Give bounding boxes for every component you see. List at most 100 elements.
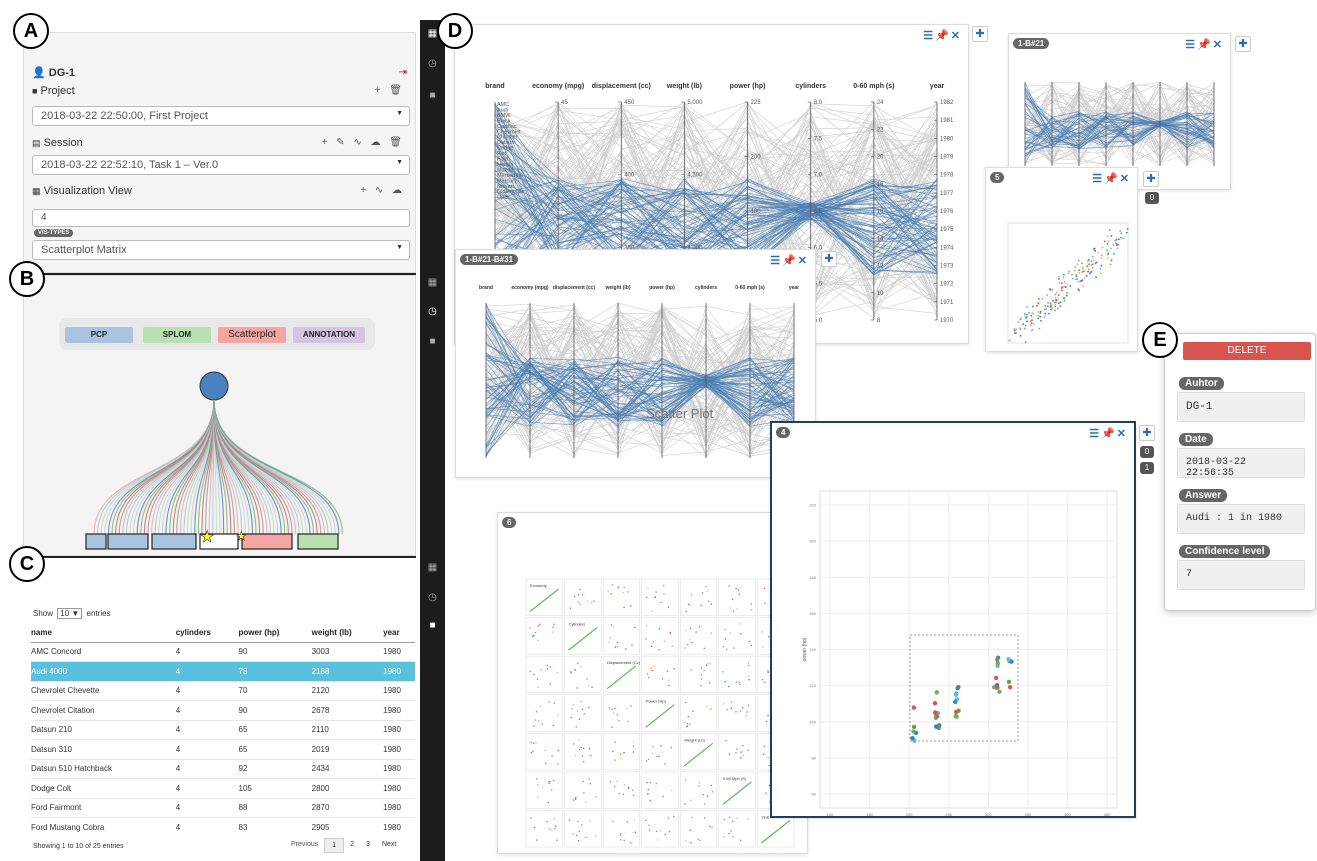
session-select[interactable]: 2018-03-22 22:52:10, Task 1 – Ver.0 ▼ [32, 155, 410, 175]
column-header[interactable]: cylinders [175, 624, 239, 643]
table-row[interactable]: Dodge Colt 4 105 2800 1980 [31, 778, 415, 798]
column-header[interactable]: name [31, 624, 176, 643]
data-point [1099, 272, 1102, 275]
clock-icon[interactable]: ◷ [428, 306, 437, 317]
page-1[interactable]: 1 [324, 838, 345, 853]
answer-field[interactable]: Audi : 1 in 1980 [1177, 504, 1305, 534]
dashboard-icon[interactable]: ▦ [427, 562, 438, 573]
view-pcp-branch[interactable]: 1-B#21-B#31 ☰📌✕ brand economy (mpg) displa… [455, 249, 816, 478]
table-row[interactable]: Datsun 310 4 65 2019 1980 [31, 739, 415, 759]
data-point [1043, 308, 1046, 311]
tick-label: Opel [497, 195, 509, 201]
add-view-button[interactable]: ✚ [1139, 425, 1155, 441]
data-point [1091, 263, 1094, 266]
add-view-button[interactable]: ✚ [821, 251, 837, 267]
page-next[interactable]: Next [381, 841, 397, 848]
view-scatter-4[interactable]: 4 ☰📌✕ 100 150 200 250 300 350 400 450 220 200 180 1… [770, 421, 1136, 818]
badge-b: B [9, 261, 45, 297]
data-point [542, 786, 544, 788]
project-select[interactable]: 2018-03-22 22:50:00, First Project ▼ [32, 106, 410, 126]
folder-icon[interactable]: ■ [429, 620, 436, 631]
comment-count[interactable]: 1 [1140, 462, 1154, 474]
data-point [690, 594, 693, 596]
data-point [765, 792, 767, 794]
data-point [1068, 270, 1071, 273]
view-tools[interactable]: ☰📌✕ [923, 30, 962, 42]
confidence-field[interactable]: 7 [1177, 560, 1305, 590]
vis-input[interactable]: 4 [32, 209, 410, 227]
table-row[interactable]: Chevrolet Chevette 4 70 2120 1980 [31, 680, 415, 701]
data-point [1087, 268, 1090, 271]
delete-button[interactable]: DELETE [1183, 342, 1311, 360]
table-row[interactable]: Audi 4000 4 78 2188 1980 [31, 661, 415, 681]
table-row[interactable]: Ford Fairmont 4 88 2870 1980 [31, 797, 415, 818]
vis-type-select[interactable]: Scatterplot Matrix ▼ [32, 240, 410, 260]
data-point [704, 803, 706, 805]
table-row[interactable]: Datsun 510 Hatchback 4 92 2434 1980 [31, 758, 415, 779]
scatter-chart-small[interactable] [986, 168, 1139, 353]
add-view-button[interactable]: ✚ [1143, 171, 1159, 187]
splom-chart[interactable]: Economy Cylinders Displacement (Cc) Power (… [498, 513, 809, 855]
table-row[interactable]: AMC Concord 4 90 3003 1980 [31, 641, 415, 662]
add-view-button[interactable]: ✚ [972, 26, 988, 42]
comment-count[interactable]: 0 [1145, 192, 1159, 204]
data-point [690, 799, 692, 801]
data-point [1095, 276, 1098, 279]
pcp-line-selected [494, 177, 938, 245]
data-point [583, 713, 585, 715]
view-tools[interactable]: ☰📌✕ [1092, 173, 1131, 185]
legend-splom[interactable]: SPLOM [143, 327, 211, 343]
leaf-node [107, 533, 149, 550]
table-row[interactable]: Datsun 210 4 65 2110 1980 [31, 719, 415, 740]
project-actions[interactable]: + 🗑 [374, 85, 405, 96]
pcp-chart-branch[interactable]: brand economy (mpg) displacement (cc) weigh… [456, 250, 817, 479]
data-point [595, 796, 597, 798]
folder-icon[interactable]: ■ [429, 336, 436, 347]
vis-view-actions[interactable]: + ∿ ☁ [360, 185, 405, 196]
view-tools[interactable]: ☰📌✕ [1089, 428, 1128, 440]
page-2[interactable]: 2 [350, 841, 355, 848]
view-splom-6[interactable]: 6 Economy Cylinders Displacement (Cc) Power… [497, 512, 808, 854]
column-header[interactable]: year [383, 624, 415, 643]
dashboard-icon[interactable]: ▦ [427, 277, 438, 288]
data-point [533, 725, 535, 727]
column-header[interactable]: weight (lb) [311, 624, 384, 643]
entries-select[interactable]: 10 ▼ [57, 608, 83, 619]
legend-pcp[interactable]: PCP [65, 327, 133, 343]
data-point [767, 714, 769, 717]
page-prev[interactable]: Previous [291, 841, 319, 848]
table-cell: 90 [238, 641, 312, 662]
legend-annotation[interactable]: ANNOTATION [293, 327, 365, 343]
session-actions[interactable]: + ✎ ∿ ☁ 🗑 [321, 137, 405, 148]
view-scatter-5[interactable]: 5 ☰📌✕ [985, 167, 1138, 352]
data-point [706, 590, 709, 592]
table-row[interactable]: Ford Mustang Cobra 4 83 2905 1980 [31, 817, 415, 837]
clock-icon[interactable]: ◷ [428, 58, 437, 69]
vis-view-row: ▦ Visualization View [32, 185, 132, 197]
table-row[interactable]: Chevrolet Citation 4 90 2678 1980 [31, 700, 415, 720]
clock-icon[interactable]: ◷ [428, 592, 437, 603]
add-view-button[interactable]: ✚ [1235, 36, 1251, 52]
folder-icon[interactable]: ■ [429, 90, 436, 101]
pcp-chart-small[interactable] [1009, 34, 1232, 191]
view-pcp-small[interactable]: 1-B#21 ☰📌✕ [1008, 33, 1231, 190]
view-tools[interactable]: ☰📌✕ [1185, 39, 1224, 51]
data-point [652, 641, 654, 643]
data-point [645, 819, 647, 822]
legend-scatterplot[interactable]: Scatterplot [218, 327, 286, 343]
history-tree[interactable]: ★ ★ [24, 276, 417, 557]
data-point [616, 641, 619, 644]
author-field[interactable]: DG-1 [1177, 392, 1305, 422]
data-point [767, 757, 769, 759]
comment-count[interactable]: 0 [1140, 446, 1154, 458]
data-point [1106, 249, 1108, 251]
page-3[interactable]: 3 [366, 841, 370, 848]
date-field[interactable]: 2018-03-22 22:56:35 [1177, 448, 1305, 479]
view-tools[interactable]: ☰📌✕ [770, 255, 809, 267]
column-header[interactable]: power (hp) [238, 624, 312, 643]
data-point [741, 750, 744, 752]
dashboard-icon[interactable]: ▦ [427, 28, 438, 39]
data-point [955, 685, 960, 691]
scatter-chart[interactable]: 100 150 200 250 300 350 400 450 220 200 180 160 140 1… [772, 423, 1134, 816]
logout-icon[interactable]: ⇥ [398, 67, 407, 78]
